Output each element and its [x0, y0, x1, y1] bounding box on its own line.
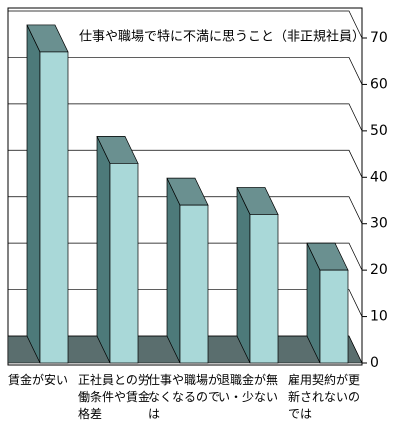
- bar: [39, 51, 69, 364]
- x-tick-label: 正社員との労働条件や賃金格差: [78, 373, 151, 421]
- grid-line: [8, 10, 363, 39]
- bar-side: [26, 24, 41, 364]
- y-tick-label: 40: [370, 169, 388, 185]
- bar-side: [236, 187, 251, 364]
- x-tick-label: 雇用契約が更新されないのでは: [288, 373, 361, 421]
- grid-line: [8, 103, 363, 132]
- y-tick-label: 70: [370, 30, 388, 46]
- bar: [249, 214, 279, 364]
- y-tick-label: 20: [370, 262, 388, 278]
- bar-side: [166, 177, 181, 364]
- x-tick-label: 仕事や職場がなくなるのでは: [148, 373, 221, 421]
- y-tick-label: 50: [370, 123, 388, 139]
- bar: [179, 204, 209, 364]
- grid-line: [8, 57, 363, 85]
- y-tick-label: 10: [370, 309, 388, 325]
- bar: [319, 269, 349, 364]
- y-tick-label: 0: [370, 355, 379, 371]
- bar-side: [96, 136, 111, 364]
- x-tick-label: 賃金が安い: [8, 373, 69, 387]
- y-tick-label: 30: [370, 216, 388, 232]
- x-tick-label: 退職金が無い・少ない: [218, 373, 279, 404]
- chart-title: 仕事や職場で特に不満に思うこと（非正規社員）: [79, 29, 365, 45]
- y-tick-label: 60: [370, 76, 388, 92]
- bar: [109, 163, 139, 364]
